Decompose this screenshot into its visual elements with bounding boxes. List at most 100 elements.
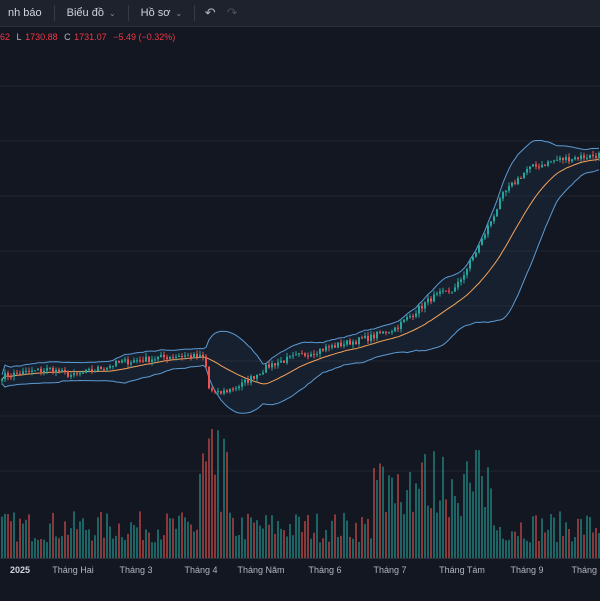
volume-bar	[73, 511, 75, 558]
volume-bar	[88, 529, 90, 558]
volume-bar	[115, 535, 117, 558]
time-axis[interactable]: 2025 Tháng Hai Tháng 3 Tháng 4 Tháng Năm…	[0, 558, 600, 601]
candle-body	[37, 368, 39, 371]
volume-bar	[148, 532, 150, 558]
candle-body	[544, 164, 546, 166]
volume-bar	[211, 429, 213, 558]
volume-bar	[523, 538, 525, 558]
volume-bar	[580, 518, 582, 558]
volume-bar	[67, 534, 69, 558]
candle-body	[574, 157, 576, 160]
candle-body	[379, 332, 381, 334]
candle-body	[535, 164, 537, 167]
volume-bar	[244, 539, 246, 558]
candle-body	[427, 298, 429, 303]
candle-body	[457, 281, 459, 288]
volume-bar	[328, 541, 330, 558]
volume-bar	[499, 526, 501, 558]
volume-bar	[241, 517, 243, 558]
volume-bar	[166, 513, 168, 558]
volume-bar	[82, 518, 84, 558]
volume-bar	[223, 438, 225, 558]
candle-body	[157, 356, 159, 360]
candle-body	[223, 390, 225, 394]
volume-bar	[358, 541, 360, 558]
candle-body	[199, 354, 201, 358]
candle-body	[589, 154, 591, 158]
volume-bar	[202, 453, 204, 558]
price-chart[interactable]	[0, 28, 600, 558]
volume-bar	[589, 517, 591, 558]
candle-body	[43, 370, 45, 373]
volume-bar	[559, 511, 561, 558]
candle-body	[46, 368, 48, 371]
volume-bar	[103, 537, 105, 558]
volume-bar	[172, 518, 174, 558]
volume-bar	[352, 538, 354, 558]
toolbar-divider	[53, 5, 55, 21]
candle-body	[340, 342, 342, 347]
volume-bar	[412, 511, 414, 558]
candle-body	[361, 337, 363, 339]
volume-bar	[19, 518, 21, 558]
volume-bar	[94, 535, 96, 558]
undo-button[interactable]: ↶	[199, 0, 221, 26]
volume-bar	[298, 516, 300, 558]
candle-body	[127, 359, 129, 365]
volume-bar	[295, 514, 297, 558]
redo-button[interactable]: ↷	[221, 0, 243, 26]
candle-body	[154, 359, 156, 361]
volume-bar	[16, 541, 18, 558]
candle-body	[202, 354, 204, 357]
legend-low-label: L	[16, 32, 22, 42]
candle-body	[124, 359, 126, 361]
volume-bar	[274, 533, 276, 558]
candle-body	[358, 337, 360, 344]
candle-body	[355, 341, 357, 344]
volume-bar	[421, 462, 423, 558]
volume-bar	[1, 516, 3, 558]
profile-menu[interactable]: Hồ sơ ⌄	[133, 0, 191, 26]
volume-bar	[322, 538, 324, 558]
ohlc-legend: 62 L 1730.88 C 1731.07 −5.49 (−0.32%)	[0, 32, 179, 42]
volume-bar	[535, 515, 537, 558]
chart-menu[interactable]: Biểu đồ ⌄	[59, 0, 124, 26]
volume-bar	[232, 517, 234, 558]
volume-bar	[568, 529, 570, 558]
volume-bar	[28, 514, 30, 558]
volume-bar	[301, 531, 303, 558]
candle-body	[217, 391, 219, 393]
volume-bar	[280, 528, 282, 558]
candle-body	[274, 363, 276, 366]
volume-bar	[373, 467, 375, 558]
candle-body	[337, 342, 339, 348]
alerts-menu[interactable]: nh báo	[0, 0, 50, 26]
candle-body	[322, 348, 324, 351]
volume-bar	[163, 535, 165, 558]
volume-bar	[529, 542, 531, 558]
candle-body	[10, 376, 12, 378]
volume-bar	[364, 523, 366, 558]
volume-bar	[388, 475, 390, 558]
volume-bar	[304, 521, 306, 558]
volume-bar	[481, 475, 483, 558]
candle-body	[541, 164, 543, 168]
volume-bar	[406, 490, 408, 558]
volume-bar	[460, 516, 462, 558]
volume-bar	[247, 513, 249, 558]
volume-bar	[70, 528, 72, 558]
candle-body	[133, 360, 135, 363]
candle-body	[487, 225, 489, 235]
volume-bar	[118, 523, 120, 558]
volume-bar	[253, 522, 255, 558]
candle-body	[523, 172, 525, 179]
candle-body	[7, 372, 9, 377]
candle-body	[295, 354, 297, 356]
candle-body	[592, 154, 594, 156]
candle-body	[268, 364, 270, 368]
candle-body	[538, 166, 540, 168]
candle-body	[595, 155, 597, 158]
x-tick-label: Tháng 9	[510, 565, 544, 575]
volume-bar	[271, 515, 273, 558]
volume-bar	[319, 542, 321, 558]
